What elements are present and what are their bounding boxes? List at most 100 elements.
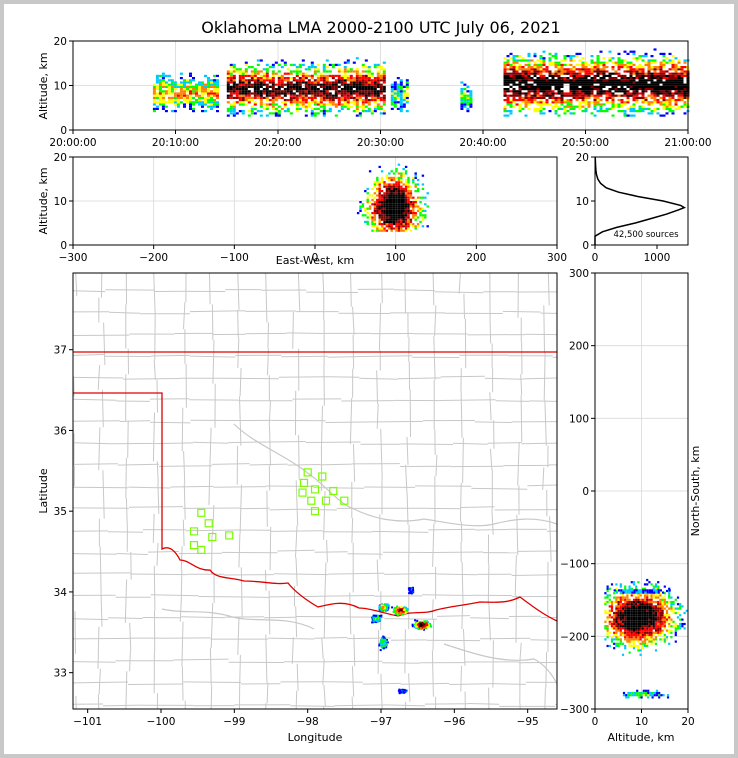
density-cell	[644, 83, 648, 86]
density-cell	[632, 70, 636, 73]
density-cell	[328, 96, 332, 99]
density-cell	[238, 72, 242, 75]
density-cell	[584, 72, 588, 75]
density-cell	[420, 625, 423, 628]
density-cell	[615, 625, 618, 628]
density-cell	[216, 90, 219, 93]
density-cell	[250, 83, 254, 86]
density-cell	[392, 198, 396, 201]
density-cell	[503, 90, 507, 93]
density-cell	[189, 72, 192, 75]
density-cell	[392, 205, 396, 208]
density-cell	[232, 96, 236, 99]
density-cell	[298, 85, 302, 88]
density-cell	[155, 107, 159, 110]
density-cell	[355, 72, 359, 75]
density-cell	[322, 105, 326, 108]
county-line	[328, 376, 360, 378]
density-cell	[253, 79, 257, 82]
density-cell	[280, 81, 284, 84]
density-cell	[463, 94, 467, 97]
density-cell	[563, 99, 567, 102]
density-cell	[663, 620, 666, 623]
density-cell	[599, 85, 603, 88]
density-cell	[316, 81, 320, 84]
density-cell	[617, 644, 620, 648]
density-cell	[548, 72, 552, 75]
density-cell	[376, 212, 379, 215]
density-cell	[232, 70, 236, 73]
density-cell	[670, 625, 673, 628]
altitude-tick-label: 10	[54, 81, 67, 93]
density-cell	[560, 59, 564, 62]
density-cell	[402, 99, 406, 102]
density-cell	[619, 618, 622, 621]
density-cell	[373, 63, 377, 66]
density-cell	[518, 74, 522, 77]
density-cell	[536, 66, 540, 69]
density-cell	[581, 90, 585, 93]
density-cell	[628, 644, 631, 648]
density-cell	[637, 622, 640, 626]
density-cell	[400, 229, 403, 232]
density-cell	[654, 625, 658, 628]
density-cell	[229, 103, 233, 106]
density-cell	[606, 629, 609, 632]
density-cell	[378, 181, 381, 184]
density-cell	[167, 79, 171, 82]
density-cell	[599, 92, 603, 95]
density-cell	[674, 625, 677, 628]
density-cell	[539, 107, 543, 110]
density-cell	[416, 183, 420, 186]
density-cell	[665, 103, 669, 106]
density-cell	[244, 99, 248, 102]
density-cell	[551, 107, 555, 110]
county-line	[265, 634, 268, 683]
density-cell	[268, 66, 272, 69]
density-cell	[650, 68, 654, 71]
density-cell	[632, 52, 636, 55]
density-cell	[298, 101, 302, 104]
density-cell	[626, 636, 629, 639]
density-cell	[229, 107, 233, 110]
density-cell	[426, 205, 429, 208]
density-cell	[657, 629, 660, 632]
density-cell	[596, 63, 600, 66]
density-cell	[373, 218, 377, 221]
density-cell	[241, 70, 245, 73]
density-cell	[421, 207, 425, 210]
density-cell	[680, 92, 684, 95]
density-cell	[167, 88, 171, 91]
density-cell	[659, 101, 663, 104]
density-cell	[155, 94, 159, 97]
density-cell	[210, 85, 213, 88]
density-cell	[677, 72, 681, 75]
density-cell	[383, 185, 386, 188]
density-cell	[569, 68, 573, 71]
density-cell	[232, 83, 236, 86]
density-cell	[641, 636, 644, 639]
density-cell	[382, 112, 386, 115]
density-cell	[186, 79, 189, 82]
density-cell	[416, 187, 420, 190]
density-cell	[390, 198, 393, 201]
density-cell	[680, 81, 684, 84]
density-cell	[173, 83, 177, 86]
density-cell	[390, 107, 394, 110]
density-cell	[256, 90, 260, 93]
density-cell	[542, 103, 546, 106]
density-cell	[563, 72, 567, 75]
density-cell	[334, 114, 338, 117]
density-cell	[593, 85, 597, 88]
density-cell	[557, 83, 561, 86]
density-cell	[346, 88, 350, 91]
density-cell	[207, 85, 210, 88]
density-cell	[376, 209, 379, 212]
density-cell	[539, 68, 543, 71]
density-cell	[630, 620, 633, 623]
density-cell	[402, 168, 405, 171]
density-cell	[295, 107, 299, 110]
density-cell	[545, 103, 549, 106]
density-cell	[521, 77, 525, 80]
density-cell	[656, 68, 660, 71]
